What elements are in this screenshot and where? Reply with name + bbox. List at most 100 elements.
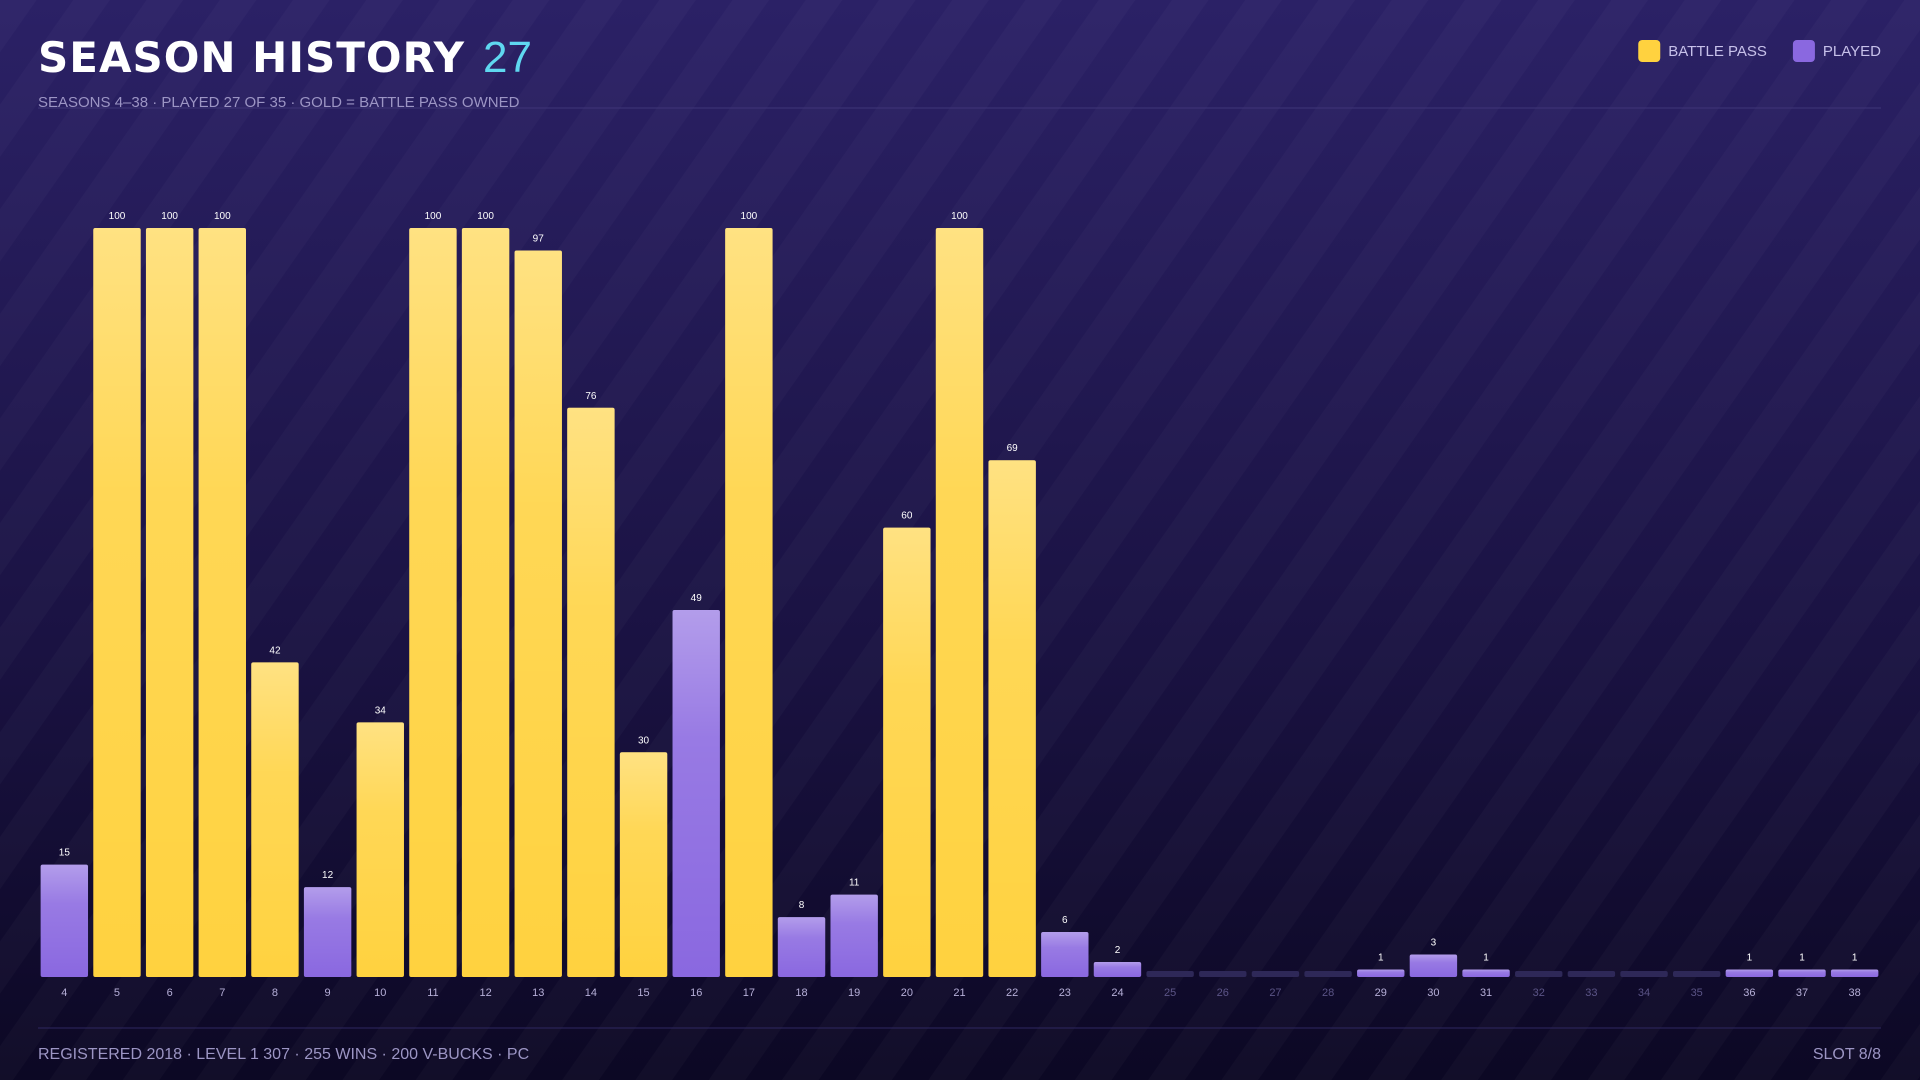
value-label: 60 (901, 511, 913, 522)
value-label: 76 (585, 391, 597, 402)
value-label: 2 (1115, 945, 1121, 956)
x-tick-label: 17 (743, 987, 755, 999)
bar-shine (145, 228, 194, 977)
bar-shine (830, 894, 878, 977)
x-tick-label: 21 (953, 987, 965, 999)
legend-swatch (1638, 40, 1661, 62)
bar-shine (672, 609, 720, 977)
x-tick-label: 33 (1585, 987, 1597, 999)
bar-shine (40, 864, 89, 977)
x-tick-label: 31 (1480, 987, 1492, 999)
bar-shine (1357, 969, 1405, 977)
bar-shine (198, 228, 246, 977)
value-label: 100 (951, 211, 968, 222)
footer-slot: SLOT 8/8 (1813, 1046, 1881, 1063)
title: SEASON HISTORY (38, 33, 465, 82)
empty-slot (1199, 971, 1247, 977)
legend: PLAYED BATTLE PASS (1638, 40, 1881, 62)
x-tick-label: 26 (1217, 987, 1229, 999)
value-label: 100 (425, 211, 442, 222)
x-tick-label: 25 (1164, 987, 1176, 999)
x-tick-label: 4 (61, 987, 67, 999)
x-tick-label: 24 (1111, 987, 1123, 999)
value-label: 34 (375, 705, 387, 716)
x-tick-label: 10 (374, 987, 386, 999)
empty-slot (1146, 971, 1194, 977)
value-label: 1 (1747, 953, 1753, 964)
bar-shine (1409, 954, 1458, 977)
empty-slot (1515, 971, 1563, 977)
value-label: 15 (59, 848, 71, 859)
x-tick-label: 35 (1691, 987, 1703, 999)
value-label: 69 (1007, 443, 1019, 454)
x-tick-label: 37 (1796, 987, 1808, 999)
value-label: 11 (849, 878, 860, 889)
x-tick-label: 5 (114, 987, 120, 999)
value-label: 8 (799, 900, 805, 911)
x-tick-label: 32 (1533, 987, 1545, 999)
x-tick-label: 29 (1375, 987, 1387, 999)
x-tick-label: 6 (167, 987, 173, 999)
empty-slot (1620, 971, 1668, 977)
x-tick-label: 19 (848, 987, 860, 999)
bar-shine (1778, 969, 1826, 977)
x-tick-label: 36 (1743, 987, 1755, 999)
x-tick-label: 16 (690, 987, 702, 999)
value-label: 1 (1852, 953, 1858, 964)
bar-shine (883, 527, 931, 977)
value-label: 97 (533, 233, 545, 244)
bar-shine (777, 917, 826, 977)
value-label: 100 (161, 211, 178, 222)
bar-shine (251, 662, 299, 977)
x-tick-label: 8 (272, 987, 278, 999)
value-label: 30 (638, 735, 650, 746)
x-tick-label: 13 (532, 987, 544, 999)
bar-shine (461, 228, 510, 977)
bar-shine (1462, 969, 1510, 977)
bar-shine (303, 887, 352, 977)
title-count: 27 (483, 33, 532, 82)
x-tick-label: 12 (479, 987, 491, 999)
legend-swatch (1792, 40, 1815, 62)
bar-shine (725, 228, 773, 977)
bar-shine (1041, 932, 1089, 977)
legend-label: PLAYED (1823, 43, 1881, 60)
x-tick-label: 20 (901, 987, 913, 999)
bar-shine (409, 228, 457, 977)
bar-shine (1830, 969, 1879, 977)
value-label: 100 (109, 211, 126, 222)
empty-slot (1567, 971, 1616, 977)
x-tick-label: 30 (1427, 987, 1439, 999)
value-label: 1 (1799, 953, 1805, 964)
bar-shine (935, 228, 984, 977)
footer-info: REGISTERED 2018 · LEVEL 1 307 · 255 WINS… (38, 1046, 529, 1063)
x-tick-label: 9 (325, 987, 331, 999)
bar-shine (988, 460, 1036, 977)
x-tick-label: 11 (427, 987, 438, 999)
plot: 4155100610071008429121034111001210013971… (40, 211, 1879, 999)
value-label: 1 (1483, 953, 1489, 964)
empty-slot (1251, 971, 1300, 977)
bar-shine (1093, 962, 1142, 977)
empty-slot (1673, 971, 1721, 977)
bar-shine (93, 228, 141, 977)
bar-shine (567, 407, 615, 977)
value-label: 49 (691, 593, 703, 604)
x-tick-label: 27 (1269, 987, 1281, 999)
bar-shine (1725, 969, 1774, 977)
x-tick-label: 7 (219, 987, 225, 999)
empty-slot (1304, 971, 1352, 977)
value-label: 12 (322, 870, 334, 881)
x-tick-label: 38 (1849, 987, 1861, 999)
value-label: 1 (1378, 953, 1384, 964)
x-tick-label: 18 (795, 987, 807, 999)
x-tick-label: 34 (1638, 987, 1650, 999)
subtitle: SEASONS 4–38 · PLAYED 27 OF 35 · GOLD = … (38, 94, 520, 111)
value-label: 6 (1062, 915, 1068, 926)
value-label: 3 (1431, 938, 1437, 949)
bar-shine (619, 752, 668, 977)
x-tick-label: 14 (585, 987, 597, 999)
value-label: 100 (741, 211, 758, 222)
value-label: 100 (477, 211, 494, 222)
